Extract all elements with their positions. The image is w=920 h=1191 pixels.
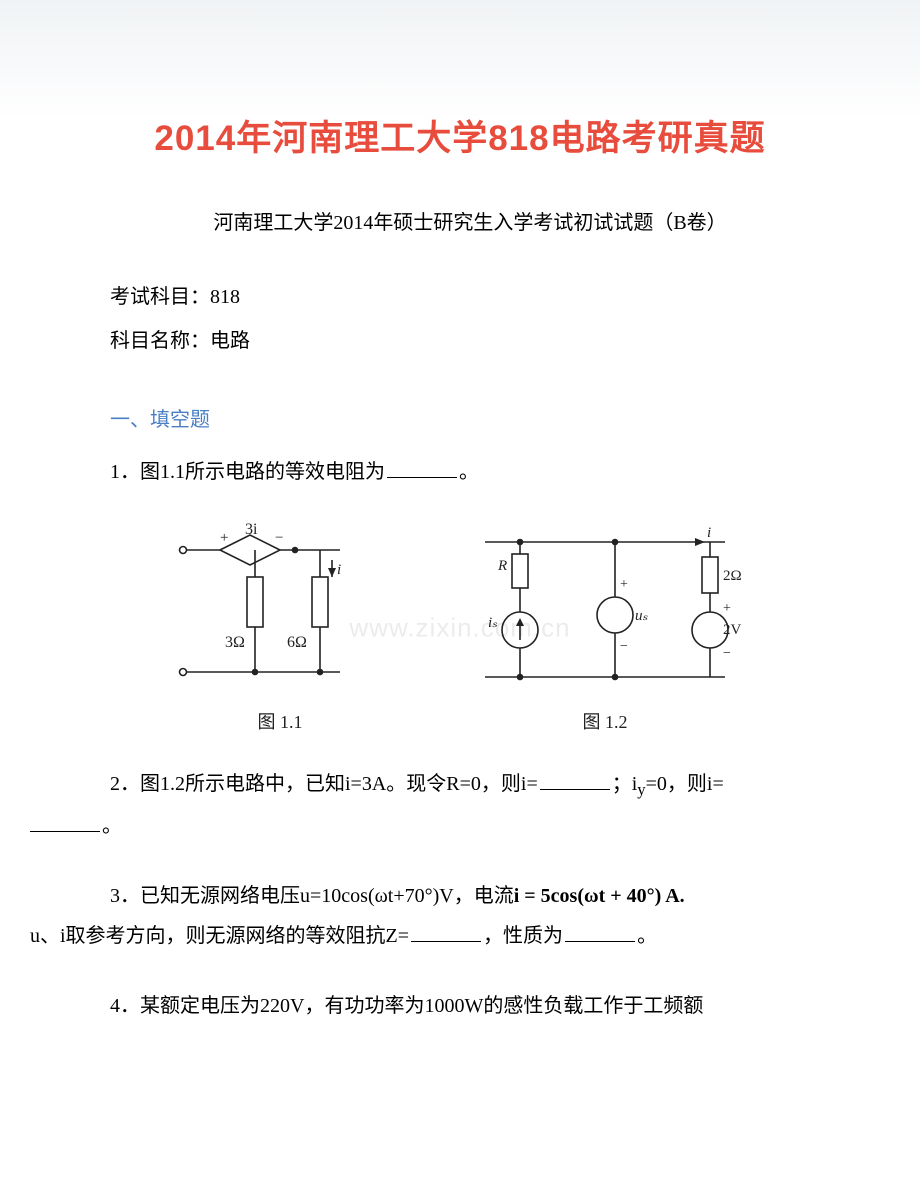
fig2-2v-label: 2V xyxy=(723,622,742,638)
q1-prefix: 1．图1.1所示电路的等效电阻为 xyxy=(110,461,385,483)
document-content: 2014年河南理工大学818电路考研真题 河南理工大学2014年硕士研究生入学考… xyxy=(0,0,920,1026)
blank-q3b xyxy=(565,922,635,942)
q2-suffix: 。 xyxy=(102,815,122,837)
figure-1-2: i R iₛ xyxy=(455,522,755,734)
section-1-header: 一、填空题 xyxy=(70,403,850,432)
q2-mid2: =0，则i= xyxy=(646,773,724,795)
fig1-r2-label: 6Ω xyxy=(287,634,307,651)
question-3: 3．已知无源网络电压u=10cos(ωt+70°)V，电流i = 5cos(ωt… xyxy=(70,876,850,956)
q2-mid: ；i xyxy=(612,773,638,795)
figures-row: www.zixin.com.cn + 3i − xyxy=(70,522,850,734)
q3-line2a: u、i取参考方向，则无源网络的等效阻抗Z= xyxy=(30,925,409,947)
fig1-dep-minus: − xyxy=(275,530,283,546)
question-1: 1．图1.1所示电路的等效电阻为 。 xyxy=(70,452,850,492)
fig1-dep-plus: + xyxy=(220,530,228,546)
q3-prefix: 3．已知无源网络电压u=10cos(ωt+70°)V，电流 xyxy=(110,885,514,907)
fig2-us-minus: − xyxy=(620,639,628,654)
fig2-2ohm-label: 2Ω xyxy=(723,568,742,584)
fig1-dep-label: 3i xyxy=(245,522,258,538)
page-subtitle: 河南理工大学2014年硕士研究生入学考试初试试题（B卷） xyxy=(70,206,850,235)
fig2-us-label: uₛ xyxy=(635,608,649,624)
subject-code-line: 考试科目：818 xyxy=(70,280,850,309)
question-4: 4．某额定电压为220V，有功功率为1000W的感性负载工作于工频额 xyxy=(70,986,850,1026)
question-2: 2．图1.2所示电路中，已知i=3A。现令R=0，则i= ；iy=0，则i= 。 xyxy=(70,764,850,846)
fig2-i-label: i xyxy=(707,525,711,541)
fig1-r1-label: 3Ω xyxy=(225,634,245,651)
blank-q1 xyxy=(387,458,457,478)
fig2-2v-minus: − xyxy=(723,646,731,661)
q2-prefix: 2．图1.2所示电路中，已知i=3A。现令R=0，则i= xyxy=(110,773,538,795)
figure-1-1-caption: 图 1.1 xyxy=(165,708,395,734)
blank-q2a xyxy=(540,770,610,790)
subject-code-label: 考试科目： xyxy=(110,286,210,308)
fig2-us-plus: + xyxy=(620,577,628,592)
figure-1-2-caption: 图 1.2 xyxy=(455,708,755,734)
q1-suffix: 。 xyxy=(459,461,479,483)
page-title: 2014年河南理工大学818电路考研真题 xyxy=(70,110,850,161)
fig2-2v-plus: + xyxy=(723,601,731,616)
subject-code: 818 xyxy=(210,286,240,308)
subject-name-line: 科目名称：电路 xyxy=(70,324,850,353)
circuit-1-2: i R iₛ xyxy=(455,522,755,697)
subject-name-label: 科目名称： xyxy=(110,330,210,352)
figure-1-1: + 3i − 3Ω 6Ω xyxy=(165,522,395,734)
fig2-is-label: iₛ xyxy=(488,615,498,631)
blank-q3a xyxy=(411,922,481,942)
circuit-1-1: + 3i − 3Ω 6Ω xyxy=(165,522,395,697)
fig1-i-label: i xyxy=(337,562,341,578)
q3-formula: i = 5cos(ωt + 40°) A. xyxy=(514,885,685,907)
q3-line2c: 。 xyxy=(637,925,657,947)
blank-q2b xyxy=(30,812,100,832)
q3-line2b: ，性质为 xyxy=(483,925,563,947)
q2-sub: y xyxy=(637,780,645,799)
subject-name: 电路 xyxy=(210,330,250,352)
fig2-R-label: R xyxy=(497,558,507,574)
